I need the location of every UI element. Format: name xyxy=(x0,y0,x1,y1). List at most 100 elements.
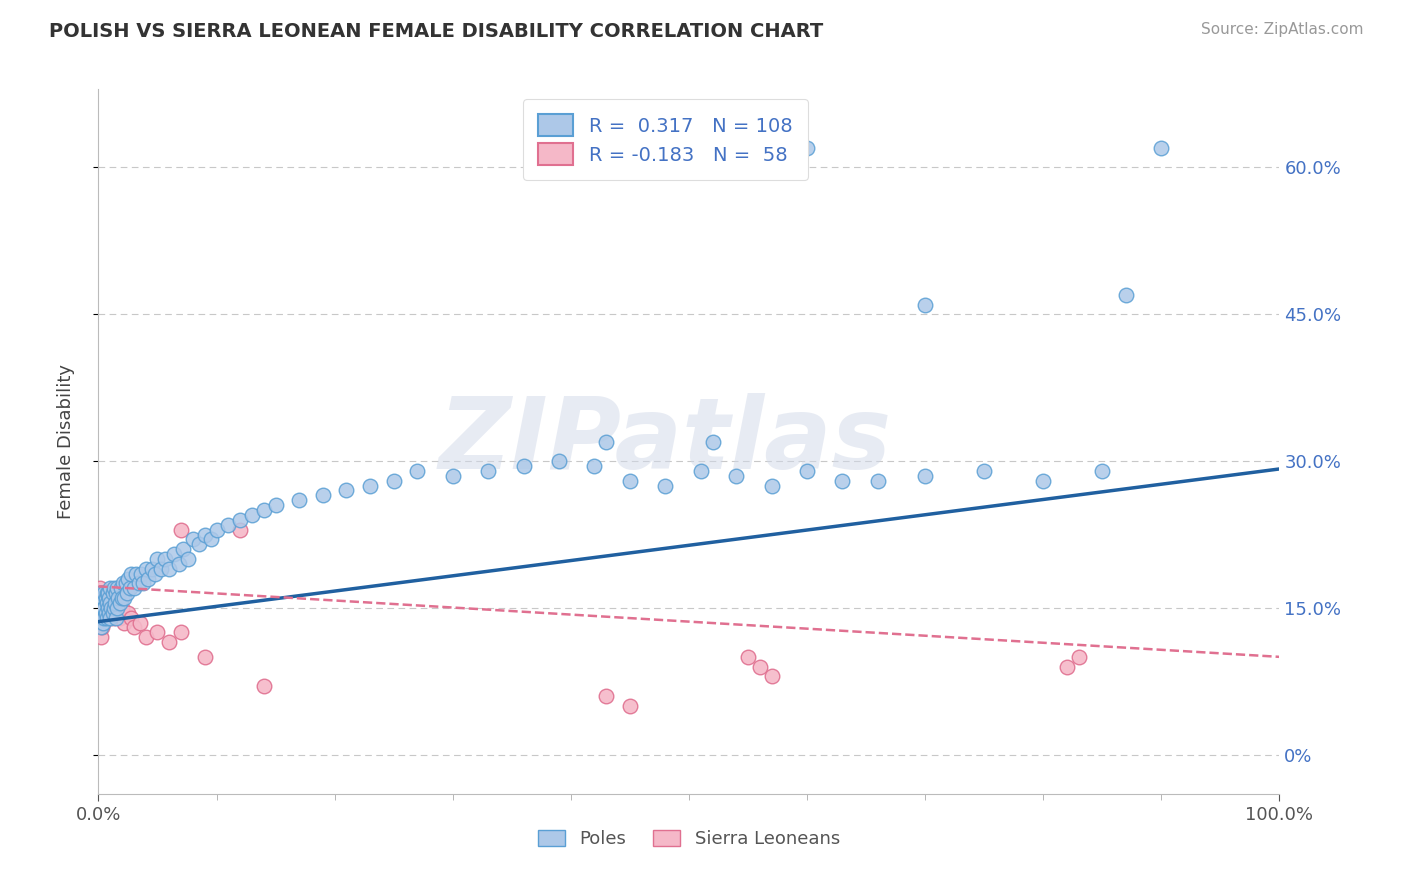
Point xyxy=(89,620,111,634)
Point xyxy=(117,572,139,586)
Point xyxy=(97,586,120,600)
Point xyxy=(1091,464,1114,478)
Point xyxy=(91,615,114,630)
Point xyxy=(89,586,111,600)
Point xyxy=(98,601,121,615)
Point xyxy=(288,493,311,508)
Point xyxy=(132,576,155,591)
Point xyxy=(187,537,209,551)
Point xyxy=(1150,141,1173,155)
Point xyxy=(108,611,131,625)
Point xyxy=(105,582,128,596)
Point xyxy=(167,557,190,571)
Point xyxy=(114,576,136,591)
Point xyxy=(170,523,193,537)
Point xyxy=(89,596,111,610)
Point xyxy=(94,606,117,620)
Point xyxy=(548,454,571,468)
Point xyxy=(866,474,889,488)
Point xyxy=(121,611,143,625)
Point xyxy=(619,698,641,713)
Point xyxy=(112,591,135,606)
Point xyxy=(96,596,118,610)
Point xyxy=(973,464,995,478)
Point xyxy=(143,566,166,581)
Point xyxy=(129,566,152,581)
Point xyxy=(96,586,118,600)
Point xyxy=(141,562,163,576)
Point xyxy=(91,591,114,606)
Point xyxy=(128,576,150,591)
Point xyxy=(112,576,135,591)
Point xyxy=(229,513,252,527)
Point xyxy=(89,615,111,630)
Point xyxy=(1115,287,1137,301)
Point xyxy=(619,474,641,488)
Point xyxy=(761,478,783,492)
Point xyxy=(702,434,724,449)
Point xyxy=(90,620,112,634)
Point xyxy=(654,478,676,492)
Point xyxy=(94,606,117,620)
Point xyxy=(153,552,176,566)
Point xyxy=(90,630,112,644)
Point xyxy=(831,474,853,488)
Point xyxy=(128,615,150,630)
Point xyxy=(94,586,117,600)
Point xyxy=(93,611,115,625)
Point xyxy=(89,611,111,625)
Point xyxy=(157,635,180,649)
Point xyxy=(163,547,186,561)
Point xyxy=(91,606,114,620)
Point xyxy=(91,620,114,634)
Point xyxy=(97,586,120,600)
Point xyxy=(90,586,112,600)
Point xyxy=(105,586,128,600)
Point xyxy=(122,620,145,634)
Point xyxy=(111,591,134,606)
Point xyxy=(177,552,200,566)
Point xyxy=(359,478,381,492)
Point xyxy=(89,601,111,615)
Point xyxy=(796,464,818,478)
Point xyxy=(117,606,139,620)
Point xyxy=(441,468,464,483)
Point xyxy=(89,611,111,625)
Point xyxy=(110,582,132,596)
Point xyxy=(200,533,222,547)
Point xyxy=(91,591,114,606)
Point xyxy=(90,601,112,615)
Point xyxy=(217,517,239,532)
Point xyxy=(312,488,335,502)
Point xyxy=(796,141,818,155)
Legend: Poles, Sierra Leoneans: Poles, Sierra Leoneans xyxy=(530,822,848,855)
Point xyxy=(914,297,936,311)
Point xyxy=(761,669,783,683)
Point xyxy=(93,586,115,600)
Point xyxy=(97,606,120,620)
Point xyxy=(108,596,131,610)
Point xyxy=(105,601,128,615)
Point xyxy=(90,596,112,610)
Point xyxy=(91,586,114,600)
Point xyxy=(96,611,118,625)
Point xyxy=(107,591,129,606)
Y-axis label: Female Disability: Female Disability xyxy=(56,364,75,519)
Point xyxy=(136,572,159,586)
Point xyxy=(89,606,111,620)
Point xyxy=(111,601,134,615)
Point xyxy=(135,630,157,644)
Point xyxy=(98,582,121,596)
Point xyxy=(90,596,112,610)
Point xyxy=(146,552,169,566)
Point xyxy=(105,611,128,625)
Point xyxy=(100,601,122,615)
Point xyxy=(91,611,114,625)
Point xyxy=(105,606,128,620)
Point xyxy=(253,503,276,517)
Point xyxy=(170,625,193,640)
Point xyxy=(89,601,111,615)
Point xyxy=(121,566,143,581)
Point xyxy=(135,562,157,576)
Point xyxy=(335,483,357,498)
